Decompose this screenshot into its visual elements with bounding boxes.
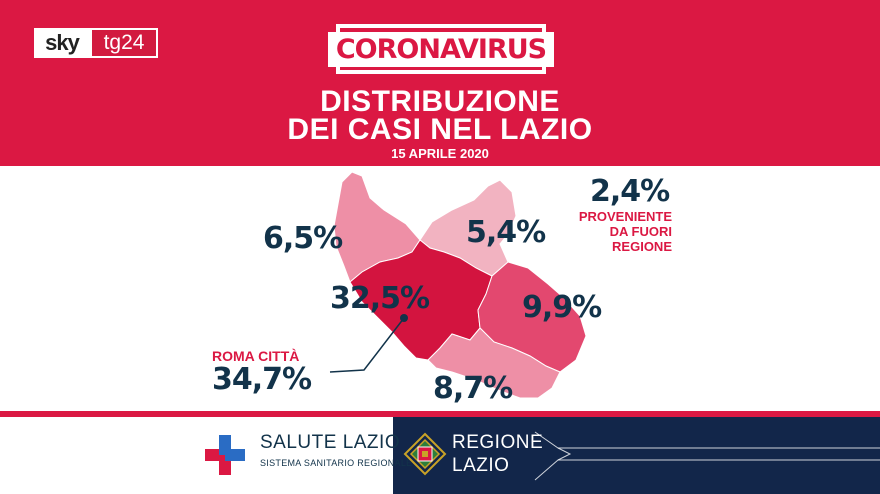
roma-citta-leader-line: [329, 317, 405, 373]
pct-roma-provincia: 32,5%: [330, 281, 430, 316]
outside-region-label: PROVENIENTE DA FUORI REGIONE: [548, 209, 672, 254]
title-line-1: DISTRIBUZIONE: [320, 85, 560, 118]
salute-lazio-subtitle: SISTEMA SANITARIO REGIONALE: [260, 458, 413, 468]
map-region-latina: [427, 327, 561, 399]
lazio-map: [329, 171, 587, 399]
outside-label-line-2: DA FUORI: [609, 224, 672, 239]
regione-decorative-lines: [534, 431, 880, 481]
pct-roma-citta: 34,7%: [212, 362, 312, 397]
roma-citta-label: ROMA CITTÀ: [212, 348, 300, 364]
sky-tg24-logo: sky tg24: [34, 28, 158, 58]
footer-salute-panel: [0, 417, 393, 494]
title-line-2: DEI CASI NEL LAZIO: [287, 113, 593, 146]
logo-tg24-text: tg24: [90, 28, 158, 58]
pct-rieti: 5,4%: [466, 215, 546, 250]
regione-lazio-title-line-1: REGIONE: [452, 432, 544, 453]
outside-label-line-1: PROVENIENTE: [578, 209, 672, 224]
pct-viterbo: 6,5%: [263, 221, 343, 256]
coronavirus-badge: CORONAVIRUS: [327, 24, 555, 74]
salute-cross-icon: [205, 435, 245, 475]
pct-outside-region: 2,4%: [590, 174, 670, 209]
pct-latina: 8,7%: [433, 371, 513, 406]
pct-frosinone: 9,9%: [522, 290, 602, 325]
logo-sky-text: sky: [34, 28, 90, 58]
salute-lazio-title: SALUTE LAZIO: [260, 432, 401, 453]
footer-divider: [0, 411, 880, 417]
regione-lazio-emblem-icon: [403, 432, 447, 476]
date-label: 15 APRILE 2020: [391, 146, 489, 161]
regione-lazio-title-line-2: LAZIO: [452, 455, 510, 476]
footer-regione-panel: [393, 417, 880, 494]
coronavirus-badge-text: CORONAVIRUS: [327, 31, 555, 67]
outside-label-line-3: REGIONE: [612, 239, 672, 254]
